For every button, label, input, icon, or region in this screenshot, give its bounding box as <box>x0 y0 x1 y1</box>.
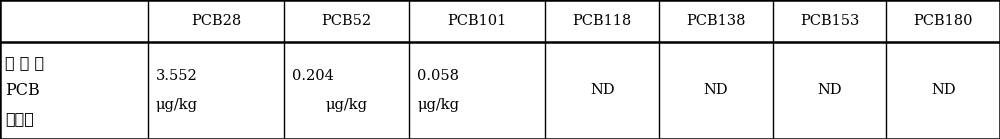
Text: PCB52: PCB52 <box>322 14 372 28</box>
Text: PCB153: PCB153 <box>800 14 859 28</box>
Text: 0.204: 0.204 <box>292 69 334 83</box>
Text: ND: ND <box>931 83 955 97</box>
Text: PCB118: PCB118 <box>573 14 632 28</box>
Text: PCB28: PCB28 <box>191 14 241 28</box>
Text: 泥 土 中: 泥 土 中 <box>5 54 44 71</box>
Text: ND: ND <box>704 83 728 97</box>
Text: PCB101: PCB101 <box>448 14 507 28</box>
Text: μg/kg: μg/kg <box>326 98 368 112</box>
Text: 0.058: 0.058 <box>417 69 459 83</box>
Text: PCB138: PCB138 <box>686 14 746 28</box>
Text: 3.552: 3.552 <box>156 69 197 83</box>
Text: PCB: PCB <box>5 82 40 99</box>
Text: μg/kg: μg/kg <box>417 98 459 112</box>
Text: ND: ND <box>590 83 615 97</box>
Text: 的浓度: 的浓度 <box>5 110 34 127</box>
Text: PCB180: PCB180 <box>913 14 973 28</box>
Text: μg/kg: μg/kg <box>156 98 198 112</box>
Text: ND: ND <box>817 83 842 97</box>
